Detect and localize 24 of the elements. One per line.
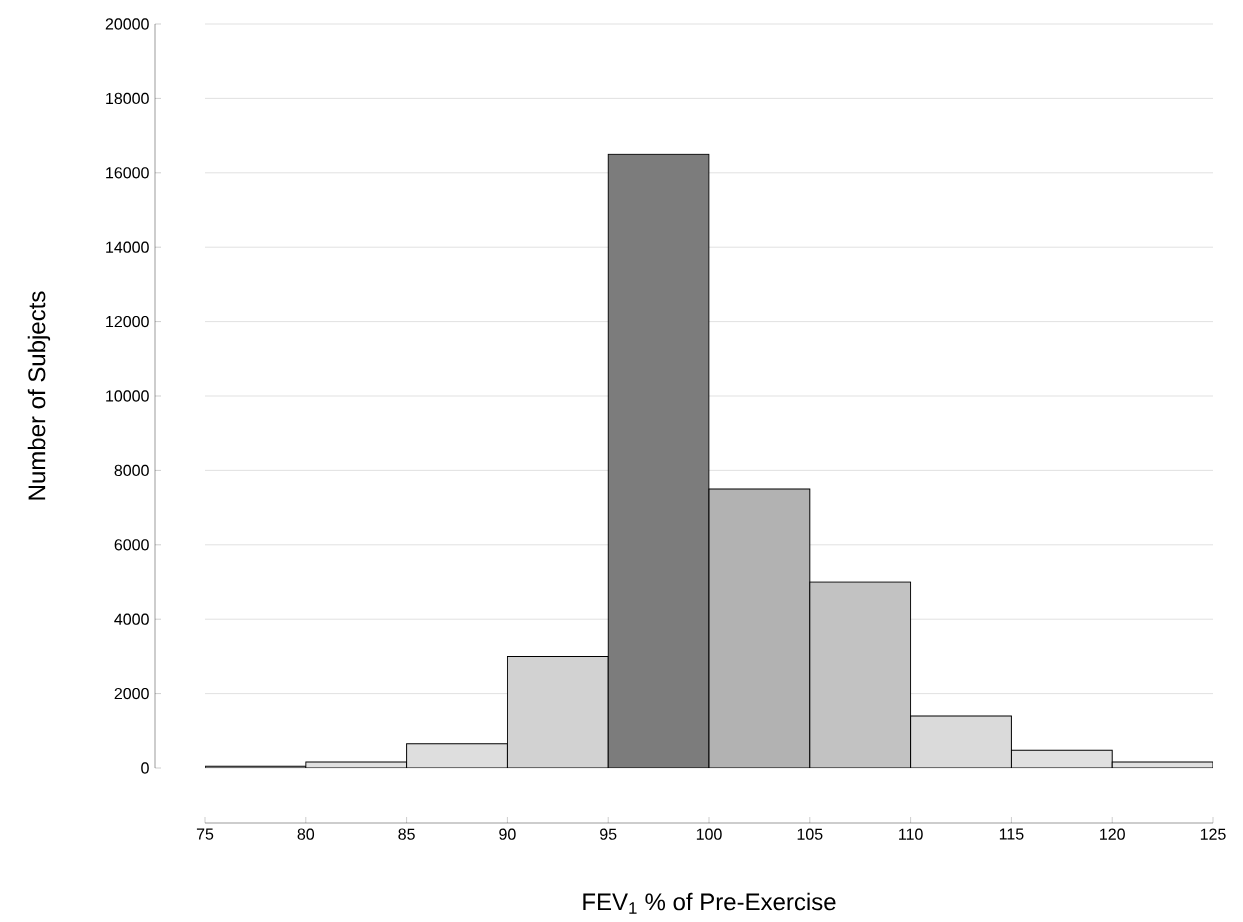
x-tick-label: 120 xyxy=(1100,828,1125,840)
y-tick-label: 0 xyxy=(141,762,149,774)
y-tick-label: 16000 xyxy=(106,167,149,179)
x-tick-label: 115 xyxy=(999,828,1024,840)
y-tick-label: 10000 xyxy=(106,390,149,402)
y-tick-label: 4000 xyxy=(114,613,149,625)
x-tick-label: 110 xyxy=(899,828,923,840)
x-tick-label: 100 xyxy=(696,828,722,840)
y-axis-title: Number of Subjects xyxy=(27,291,51,500)
x-tick-label: 105 xyxy=(797,828,823,840)
x-tick-label: 95 xyxy=(600,828,617,840)
x-tick-label: 75 xyxy=(196,828,214,840)
y-tick-label: 18000 xyxy=(106,92,149,105)
y-tick-label: 20000 xyxy=(105,18,149,30)
y-tick-label: 6000 xyxy=(114,539,149,551)
y-tick-label: 2000 xyxy=(114,687,149,700)
x-tick-label: 125 xyxy=(1200,828,1226,840)
y-tick-label: 12000 xyxy=(106,315,149,328)
y-tick-label: 14000 xyxy=(106,241,149,253)
x-tick-label: 85 xyxy=(398,828,415,840)
y-tick-label: 8000 xyxy=(114,464,149,477)
x-axis-title: FEV$_{1}$ % of Pre-Exercise xyxy=(583,892,836,914)
x-tick-label: 80 xyxy=(297,828,315,840)
x-tick-label: 90 xyxy=(499,828,516,840)
